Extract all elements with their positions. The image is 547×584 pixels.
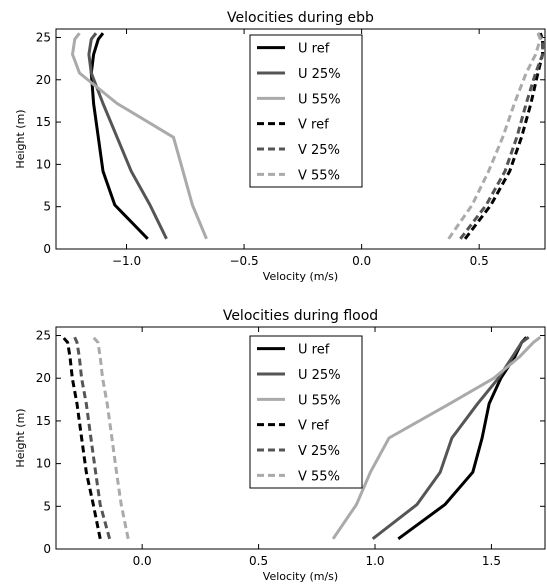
chart-0-ytick-label: 15 [36, 115, 51, 129]
chart-1-series-v-ref [61, 336, 102, 540]
chart-0-legend-box [249, 34, 363, 188]
chart-1-frame [55, 326, 546, 550]
chart-1-title: Velocities during flood [223, 308, 378, 324]
chart-0-ytick-label: 20 [36, 73, 51, 87]
chart-1-series-u-25 [371, 335, 530, 540]
chart-0-plot-area [71, 32, 545, 240]
chart-1-series-u-55 [331, 336, 542, 540]
chart-0-ytick-label: 5 [43, 200, 51, 214]
chart-0-series-v-55 [447, 32, 542, 240]
chart-1-legend-label-v-25: V 25% [298, 444, 340, 459]
chart-1-series-v-55 [92, 336, 130, 540]
chart-1-xtick-label: 1.0 [365, 554, 384, 568]
chart-1-ytick-label: 25 [36, 329, 51, 343]
chart-0-xlabel: Velocity (m/s) [263, 270, 338, 283]
chart-0-ytick-label: 10 [36, 157, 51, 171]
chart-1-xtick-label: 0.0 [133, 554, 152, 568]
chart-1-ytick-label: 10 [36, 457, 51, 471]
chart-0-legend: U ref U 25% U 55% V ref V 25% V 55% [249, 34, 363, 188]
chart-1-xtick-label: 1.5 [482, 554, 501, 568]
chart-0-series-u-25 [87, 32, 168, 240]
chart-0-ytick-label: 0 [43, 242, 51, 256]
chart-0-series-v-ref [463, 32, 545, 240]
chart-0-title: Velocities during ebb [227, 10, 374, 26]
chart-0-series-u-ref [89, 32, 149, 240]
chart-1-legend-label-v-55: V 55% [298, 469, 340, 484]
chart-1-ytick-label: 20 [36, 371, 51, 385]
chart-1-legend-box [249, 335, 363, 489]
chart-0-legend-label-u-55: U 55% [298, 92, 341, 107]
chart-1-legend-label-u-55: U 55% [298, 393, 341, 408]
chart-1-series-v-25 [73, 336, 112, 540]
chart-0-series-v-25 [459, 32, 545, 240]
chart-0-legend-label-u-25: U 25% [298, 67, 341, 82]
chart-1-ytick-label: 5 [43, 499, 51, 513]
chart-0-legend-label-v-55: V 55% [298, 168, 340, 183]
chart-0-series-u-55 [71, 32, 208, 240]
chart-1-legend-label-u-25: U 25% [298, 368, 341, 383]
chart-0-legend-label-u-ref: U ref [298, 42, 330, 57]
chart-1-legend-label-v-ref: V ref [298, 419, 329, 434]
chart-1-plot-area [61, 335, 542, 541]
chart-0-legend-label-v-25: V 25% [298, 143, 340, 158]
chart-1-ytick-label: 15 [36, 414, 51, 428]
chart-1-legend-label-u-ref: U ref [298, 343, 330, 358]
chart-0-ytick-label: 25 [36, 30, 51, 44]
chart-0-frame [55, 28, 546, 250]
chart-0-xtick-label: 0.5 [470, 254, 489, 268]
chart-0-ylabel: Height (m) [14, 109, 27, 168]
chart-1-ylabel: Height (m) [14, 408, 27, 467]
chart-1: Velocities during flood 0.0 0.5 1.0 1.5 0 5 10 1… [14, 308, 546, 583]
chart-0: Velocities during ebb −1.0 −0.5 0.0 0.5 0 5 10 1… [14, 10, 546, 283]
chart-1-xlabel: Velocity (m/s) [263, 570, 338, 583]
chart-0-xtick-label: −0.5 [230, 254, 259, 268]
chart-1-ytick-label: 0 [43, 542, 51, 556]
chart-0-xtick-label: −1.0 [112, 254, 141, 268]
chart-1-legend: U ref U 25% U 55% V ref V 25% V 55% [249, 335, 363, 489]
chart-0-legend-label-v-ref: V ref [298, 118, 329, 133]
chart-0-xtick-label: 0.0 [352, 254, 371, 268]
chart-1-xtick-label: 0.5 [249, 554, 268, 568]
